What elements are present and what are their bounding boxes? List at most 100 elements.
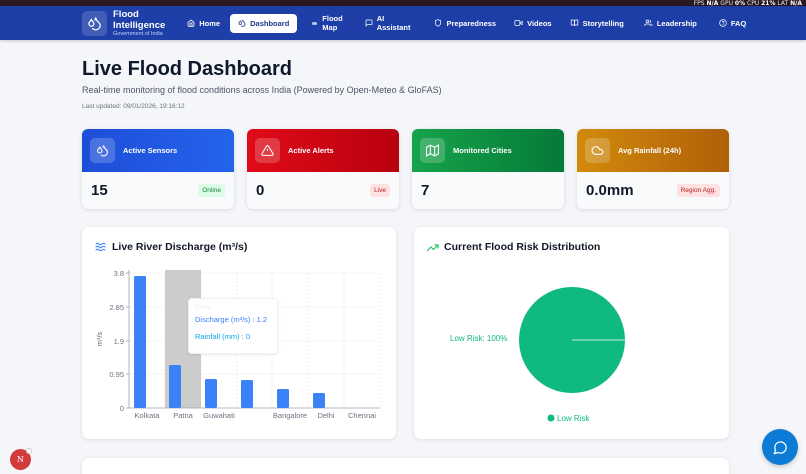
stat-card-header: Active Alerts xyxy=(247,129,399,172)
lat-label: LAT xyxy=(777,0,789,7)
notification-letter: N xyxy=(17,455,24,464)
notification-badge[interactable]: N xyxy=(10,448,32,470)
nav-label: Preparedness xyxy=(446,18,497,28)
nav-item-flood-map[interactable]: Flood Map xyxy=(303,9,350,37)
fps-label: FPS xyxy=(693,0,705,7)
tooltip-title: Patna xyxy=(195,305,211,311)
y-tick-1.9: 1.9 xyxy=(114,337,124,346)
x-label-delhi: Delhi xyxy=(317,411,334,420)
stat-label: Monitored Cities xyxy=(453,146,512,155)
droplets-icon xyxy=(82,10,107,36)
risk-title: Current Flood Risk Distribution xyxy=(444,241,601,253)
stat-card-active-alerts: Active Alerts 0 Live xyxy=(247,129,399,209)
status-badge: Region Agg. xyxy=(676,184,720,197)
shield-icon xyxy=(435,19,442,27)
legend-label[interactable]: Low Risk xyxy=(557,414,590,423)
nav-label: Dashboard xyxy=(250,18,290,28)
stat-card-header: Active Sensors xyxy=(82,129,234,172)
bar-delhi[interactable] xyxy=(313,393,325,408)
nav-label: Home xyxy=(199,18,221,28)
nav-label: Leadership xyxy=(656,18,697,28)
alert-triangle-icon xyxy=(255,138,280,163)
top-navbar: Flood Intelligence Government of India H… xyxy=(0,6,806,40)
last-updated: Last updated: 09/01/2026, 19:16:12 xyxy=(82,103,185,110)
stat-label: Active Sensors xyxy=(123,146,178,155)
brand-subtitle: Government of India xyxy=(113,30,163,37)
nav-label-line1: Flood xyxy=(322,14,343,23)
brand[interactable]: Flood Intelligence Government of India xyxy=(82,9,165,38)
flood-risk-panel: Current Flood Risk Distribution Low Risk… xyxy=(414,227,729,439)
waves-icon xyxy=(95,242,106,252)
cpu-label: CPU xyxy=(747,0,760,7)
status-badge: Online xyxy=(198,184,225,197)
nav-label: Storytelling xyxy=(582,18,624,28)
lat-value: N/A xyxy=(790,0,802,7)
y-tick-0: 0 xyxy=(120,404,124,413)
map-icon xyxy=(420,138,445,163)
nav-item-faq[interactable]: FAQ xyxy=(711,14,754,33)
brand-title-line1: Flood xyxy=(113,8,139,20)
bar-bangalore[interactable] xyxy=(277,389,289,408)
nav-item-videos[interactable]: Videos xyxy=(506,14,559,33)
x-label-chennai: Chennai xyxy=(348,411,376,420)
bar-city-4[interactable] xyxy=(241,380,253,408)
page-title: Live Flood Dashboard xyxy=(82,58,293,80)
nav-item-ai-assistant[interactable]: AI Assistant xyxy=(357,9,419,37)
y-axis-label: m³/s xyxy=(95,331,104,346)
performance-overlay: FPS N/A GPU 0% CPU 21% LAT N/A xyxy=(694,0,802,8)
stat-card-header: Monitored Cities xyxy=(412,129,564,172)
nav-item-dashboard[interactable]: Dashboard xyxy=(230,13,298,33)
message-square-icon xyxy=(365,19,373,27)
nav-item-leadership[interactable]: Leadership xyxy=(636,14,705,33)
stat-card-avg-rainfall: Avg Rainfall (24h) 0.0mm Region Agg. xyxy=(577,129,729,209)
gpu-label: GPU xyxy=(720,0,733,7)
stat-card-header: Avg Rainfall (24h) xyxy=(577,129,729,172)
notification-dot xyxy=(26,448,32,454)
droplets-icon xyxy=(238,19,246,27)
x-label-patna: Patna xyxy=(173,411,193,420)
discharge-title: Live River Discharge (m³/s) xyxy=(112,241,248,253)
risk-pie-chart[interactable]: Low Risk: 100% Low Risk xyxy=(414,227,729,439)
tooltip-discharge: Discharge (m³/s) : 1.2 xyxy=(195,315,268,324)
chat-button[interactable] xyxy=(762,429,798,465)
river-discharge-panel: Live River Discharge (m³/s) 3.8 2.85 xyxy=(82,227,396,439)
x-label-bangalore: Bangalore xyxy=(273,411,307,420)
nav-label-stack: Flood Map xyxy=(322,14,342,32)
bar-guwahati[interactable] xyxy=(205,379,217,408)
status-badge: Live xyxy=(370,184,390,197)
stat-value: 0 xyxy=(256,182,265,199)
discharge-bar-chart[interactable]: 3.8 2.85 1.9 0.95 0 m³/s Kolkata Patna G… xyxy=(82,227,396,439)
bar-kolkata[interactable] xyxy=(134,276,146,408)
video-icon xyxy=(514,20,523,26)
layers-icon xyxy=(312,21,318,25)
next-panel xyxy=(82,458,729,474)
pie-slice-label: Low Risk: 100% xyxy=(450,334,507,343)
stat-value: 15 xyxy=(91,182,108,199)
nav-label-line2: Map xyxy=(322,23,338,32)
nav-item-home[interactable]: Home xyxy=(179,14,228,33)
bar-patna[interactable] xyxy=(169,365,181,408)
fps-value: N/A xyxy=(706,0,719,7)
nav-item-storytelling[interactable]: Storytelling xyxy=(562,14,632,33)
trending-up-icon xyxy=(427,243,439,251)
stat-value: 7 xyxy=(421,182,430,199)
y-tick-0.95: 0.95 xyxy=(109,370,124,379)
nav-label-line2: Assistant xyxy=(376,23,411,32)
nav-item-preparedness[interactable]: Preparedness xyxy=(426,14,504,33)
os-title-strip xyxy=(0,0,806,6)
nav-label: FAQ xyxy=(730,18,747,28)
stat-card-monitored-cities: Monitored Cities 7 xyxy=(412,129,564,209)
y-tick-2.85: 2.85 xyxy=(109,303,124,312)
main-nav: Home Dashboard Flood Map AI Assistant Prep… xyxy=(177,9,756,37)
cloud-icon xyxy=(585,138,610,163)
brand-title-line2: Intelligence xyxy=(113,19,166,31)
help-circle-icon xyxy=(719,19,727,27)
page-subtitle: Real-time monitoring of flood conditions… xyxy=(82,85,442,95)
droplets-icon xyxy=(90,138,115,163)
x-label-kolkata: Kolkata xyxy=(134,411,160,420)
legend-swatch xyxy=(547,414,555,422)
chat-icon xyxy=(773,440,787,454)
cpu-value: 21% xyxy=(761,0,776,7)
gpu-value: 0% xyxy=(734,0,746,7)
users-icon xyxy=(644,19,653,26)
